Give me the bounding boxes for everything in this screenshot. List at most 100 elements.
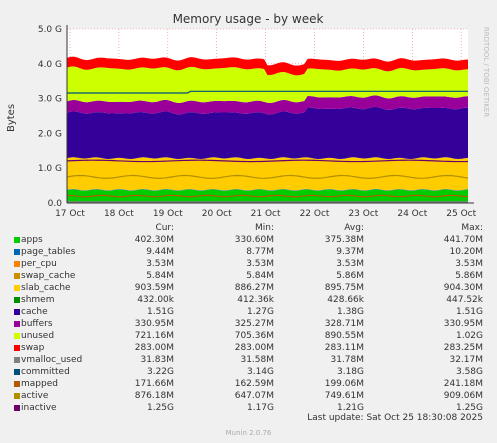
legend-value-avg: 31.78M (330, 355, 364, 365)
legend-value-min: 31.58M (240, 355, 274, 365)
y-tick-label: 3.0 G (38, 95, 62, 105)
legend-value-cur: 1.51G (146, 307, 174, 317)
legend-swatch (14, 381, 20, 387)
legend-row-inactive: inactive 1.25G 1.17G 1.21G 1.25G (0, 402, 497, 414)
x-tick-label: 21 Oct (251, 209, 281, 219)
x-tick-label: 17 Oct (55, 209, 85, 219)
legend-series-name: buffers (21, 319, 53, 329)
legend-swatch (14, 237, 20, 243)
legend-swatch (14, 249, 20, 255)
legend-value-avg: 890.55M (324, 331, 364, 341)
legend-series-name: swap_cache (21, 271, 76, 281)
chart-title: Memory usage - by week (173, 12, 324, 26)
legend-row-mapped: mapped 171.66M 162.59M 199.06M 241.18M (0, 378, 497, 390)
legend-value-avg: 328.71M (324, 319, 364, 329)
legend-value-min: 283.00M (234, 343, 274, 353)
legend-series-name: unused (21, 331, 55, 341)
legend-header-max: Max: (461, 223, 483, 233)
area-per-cpu (67, 189, 468, 191)
y-tick-label: 5.0 G (38, 25, 62, 35)
legend-value-max: 1.51G (455, 307, 483, 317)
legend-series-name: active (21, 391, 49, 401)
legend-series-name: committed (21, 367, 70, 377)
legend-row-active: active 876.18M 647.07M 749.61M 909.06M (0, 390, 497, 402)
x-tick-label: 20 Oct (202, 209, 232, 219)
legend-value-min: 1.17G (246, 403, 274, 413)
area-swap-cache (67, 188, 468, 191)
legend-value-max: 32.17M (449, 355, 483, 365)
legend-value-avg: 3.18G (336, 367, 364, 377)
legend-swatch (14, 357, 20, 363)
legend-value-avg: 9.37M (336, 247, 364, 257)
legend-series-name: inactive (21, 403, 57, 413)
legend-value-min: 1.27G (246, 307, 274, 317)
legend-series-name: apps (21, 235, 43, 245)
area-buffers (67, 95, 468, 115)
x-tick-label: 23 Oct (348, 209, 378, 219)
line-active (66, 174, 469, 179)
munin-version: Munin 2.0.76 (225, 429, 272, 437)
legend-swatch (14, 297, 20, 303)
legend-value-cur: 432.00k (137, 295, 174, 305)
legend-row-committed: committed 3.22G 3.14G 3.18G 3.58G (0, 366, 497, 378)
legend-row-buffers: buffers 330.95M 325.27M 328.71M 330.95M (0, 318, 497, 330)
legend-value-cur: 1.25G (146, 403, 174, 413)
legend-value-avg: 749.61M (324, 391, 364, 401)
legend-value-min: 647.07M (234, 391, 274, 401)
legend-value-avg: 283.11M (324, 343, 364, 353)
legend: Cur: Min: Avg: Max: apps 402.30M 330.60M 37… (0, 222, 497, 414)
x-tick-label: 22 Oct (300, 209, 330, 219)
legend-value-max: 283.25M (443, 343, 483, 353)
legend-swatch (14, 345, 20, 351)
legend-header: Cur: Min: Avg: Max: (0, 222, 497, 234)
legend-value-avg: 5.86M (336, 271, 364, 281)
legend-row-swap-cache: swap_cache 5.84M 5.84M 5.86M 5.86M (0, 270, 497, 282)
legend-row-vmalloc-used: vmalloc_used 31.83M 31.58M 31.78M 32.17M (0, 354, 497, 366)
legend-value-cur: 5.84M (146, 271, 174, 281)
legend-value-max: 447.52k (446, 295, 483, 305)
y-tick-label: 2.0 G (38, 129, 62, 139)
area-cache (67, 106, 468, 160)
legend-value-min: 886.27M (234, 283, 274, 293)
legend-swatch (14, 273, 20, 279)
legend-value-avg: 199.06M (324, 379, 364, 389)
x-tick-label: 24 Oct (397, 209, 427, 219)
legend-value-cur: 171.66M (134, 379, 174, 389)
legend-value-cur: 283.00M (134, 343, 174, 353)
legend-series-name: slab_cache (21, 283, 71, 293)
x-tick-label: 18 Oct (104, 209, 134, 219)
legend-value-avg: 895.75M (324, 283, 364, 293)
series-lines (66, 90, 469, 203)
legend-value-cur: 31.83M (140, 355, 174, 365)
legend-swatch (14, 405, 20, 411)
legend-row-swap: swap 283.00M 283.00M 283.11M 283.25M (0, 342, 497, 354)
legend-value-avg: 375.38M (324, 235, 364, 245)
legend-series-name: shmem (21, 295, 55, 305)
y-tick-label: 1.0 G (38, 164, 62, 174)
legend-value-avg: 1.21G (336, 403, 364, 413)
legend-row-apps: apps 402.30M 330.60M 375.38M 441.70M (0, 234, 497, 246)
area-swap (67, 56, 468, 76)
legend-value-cur: 903.59M (134, 283, 174, 293)
legend-row-cache: cache 1.51G 1.27G 1.38G 1.51G (0, 306, 497, 318)
legend-value-min: 330.60M (234, 235, 274, 245)
legend-swatch (14, 261, 20, 267)
axes: 0.0 1.0 G 2.0 G 3.0 G 4.0 G 5.0 G 17 Oct 18 Oct… (38, 25, 477, 219)
legend-swatch (14, 321, 20, 327)
legend-value-max: 909.06M (443, 391, 483, 401)
legend-series-name: per_cpu (21, 259, 57, 269)
legend-row-per-cpu: per_cpu 3.53M 3.53M 3.53M 3.53M (0, 258, 497, 270)
legend-value-cur: 402.30M (134, 235, 174, 245)
legend-value-min: 5.84M (246, 271, 274, 281)
stacked-areas (67, 56, 468, 203)
legend-value-avg: 428.66k (327, 295, 364, 305)
area-slab-cache (67, 157, 468, 191)
legend-header-cur: Cur: (155, 223, 174, 233)
y-tick-label: 4.0 G (38, 60, 62, 70)
legend-value-max: 330.95M (443, 319, 483, 329)
legend-value-max: 5.86M (455, 271, 483, 281)
legend-value-cur: 3.22G (146, 367, 174, 377)
legend-row-unused: unused 721.16M 705.36M 890.55M 1.02G (0, 330, 497, 342)
x-tick-label: 25 Oct (446, 209, 476, 219)
